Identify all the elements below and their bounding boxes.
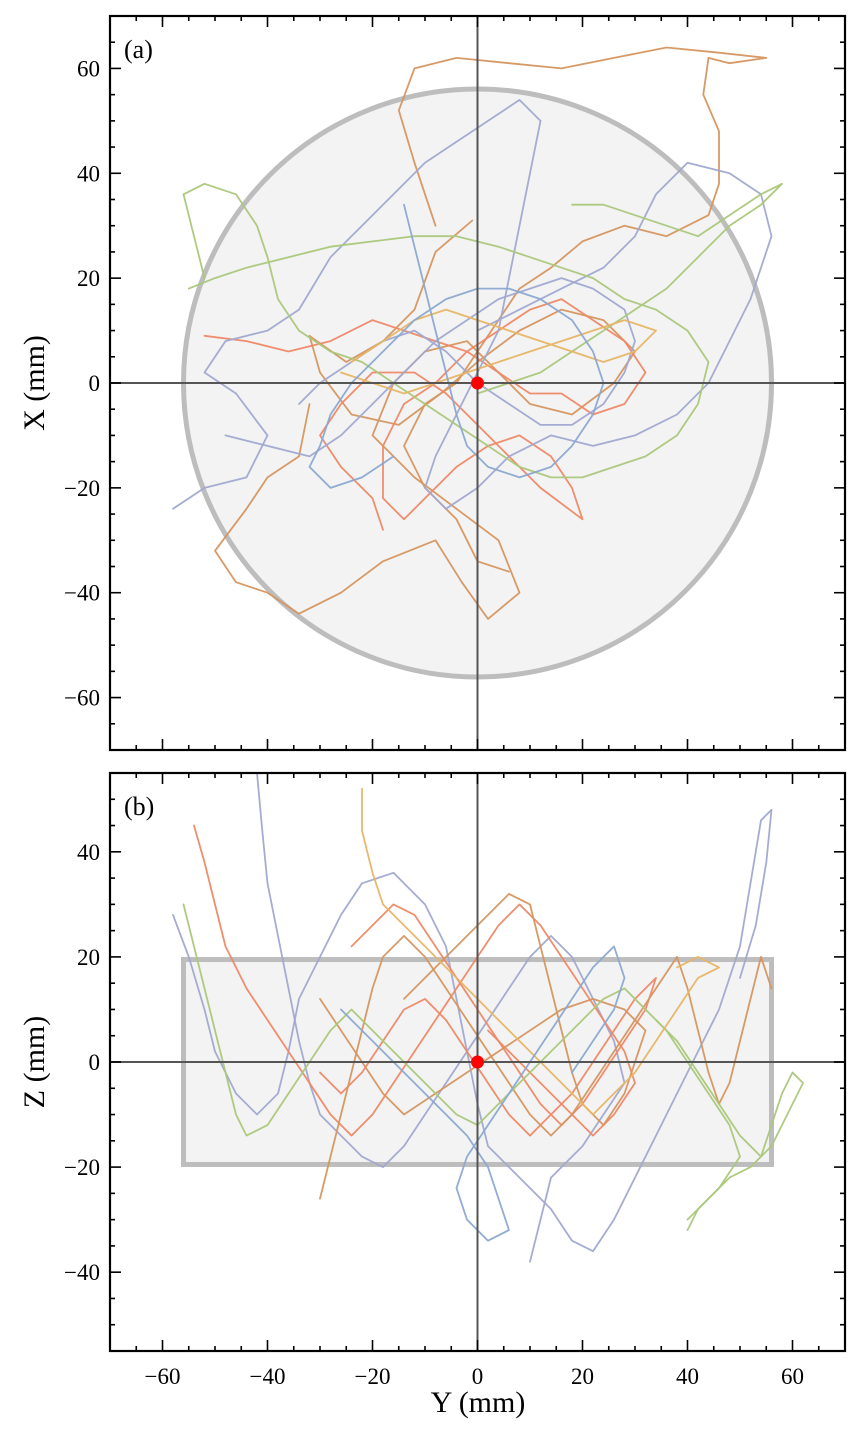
y-tick-label: −60 [64, 686, 100, 711]
x-tick-label: 0 [472, 1364, 484, 1389]
panel-a-origin-marker [471, 376, 484, 390]
panel-a-label: (a) [124, 35, 153, 64]
origin-marker [471, 1055, 484, 1069]
y-tick-label: 40 [77, 840, 100, 865]
panel-a-y-axis-title: X (mm) [18, 335, 51, 431]
y-tick-label: 60 [77, 56, 100, 81]
y-tick-label: −40 [64, 1260, 100, 1285]
x-axis-title: Y (mm) [431, 1386, 526, 1419]
panel-b-label: (b) [124, 792, 154, 821]
y-tick-label: 20 [77, 945, 100, 970]
panel-b-trajectories [172, 773, 804, 1263]
trajectory-1 [172, 808, 773, 1253]
trajectory-9 [308, 203, 605, 489]
trajectory-3 [203, 298, 647, 531]
y-tick-label: 40 [77, 161, 100, 186]
x-tick-label: 60 [781, 1364, 804, 1389]
panel-a-ticks [109, 15, 846, 751]
trajectory-5 [224, 277, 636, 458]
trajectory-10 [340, 945, 626, 1242]
trajectory-4 [319, 903, 657, 1137]
panel-b-y-axis-title: Z (mm) [18, 1016, 51, 1108]
x-tick-label: −60 [145, 1364, 181, 1389]
y-tick-label: −20 [64, 1155, 100, 1180]
y-tick-label: 20 [77, 266, 100, 291]
panel-a-y-tick-labels: −60 −40 −20 0 20 40 60 [64, 56, 100, 710]
x-tick-label: −20 [355, 1364, 391, 1389]
y-tick-label: −40 [64, 581, 100, 606]
panel-a-trajectories [172, 46, 783, 620]
panel-b-x-tick-labels: −60 −40 −20 0 20 40 60 [145, 1364, 804, 1389]
x-tick-label: 20 [571, 1364, 594, 1389]
trajectory-7 [182, 903, 741, 1231]
trajectory-2 [256, 773, 626, 1263]
y-tick-label: 0 [89, 371, 101, 396]
y-tick-label: −20 [64, 476, 100, 501]
x-tick-label: −40 [250, 1364, 286, 1389]
y-tick-label: 0 [89, 1050, 101, 1075]
panel-b-y-tick-labels: −40 −20 0 20 40 [64, 840, 100, 1285]
trajectory-7 [476, 182, 783, 395]
trajectory-5 [319, 935, 773, 1200]
origin-marker [471, 376, 484, 390]
trajectory-1 [214, 219, 636, 620]
panel-b-ticks [109, 772, 846, 1352]
panel-a: −60 −40 −20 0 20 40 60 (a) X (mm) [18, 14, 847, 752]
trajectory-6 [182, 182, 710, 479]
panel-b-origin-marker [471, 1055, 484, 1069]
trajectory-8 [340, 308, 657, 395]
trajectory-8 [655, 1019, 804, 1221]
x-tick-label: 40 [676, 1364, 699, 1389]
